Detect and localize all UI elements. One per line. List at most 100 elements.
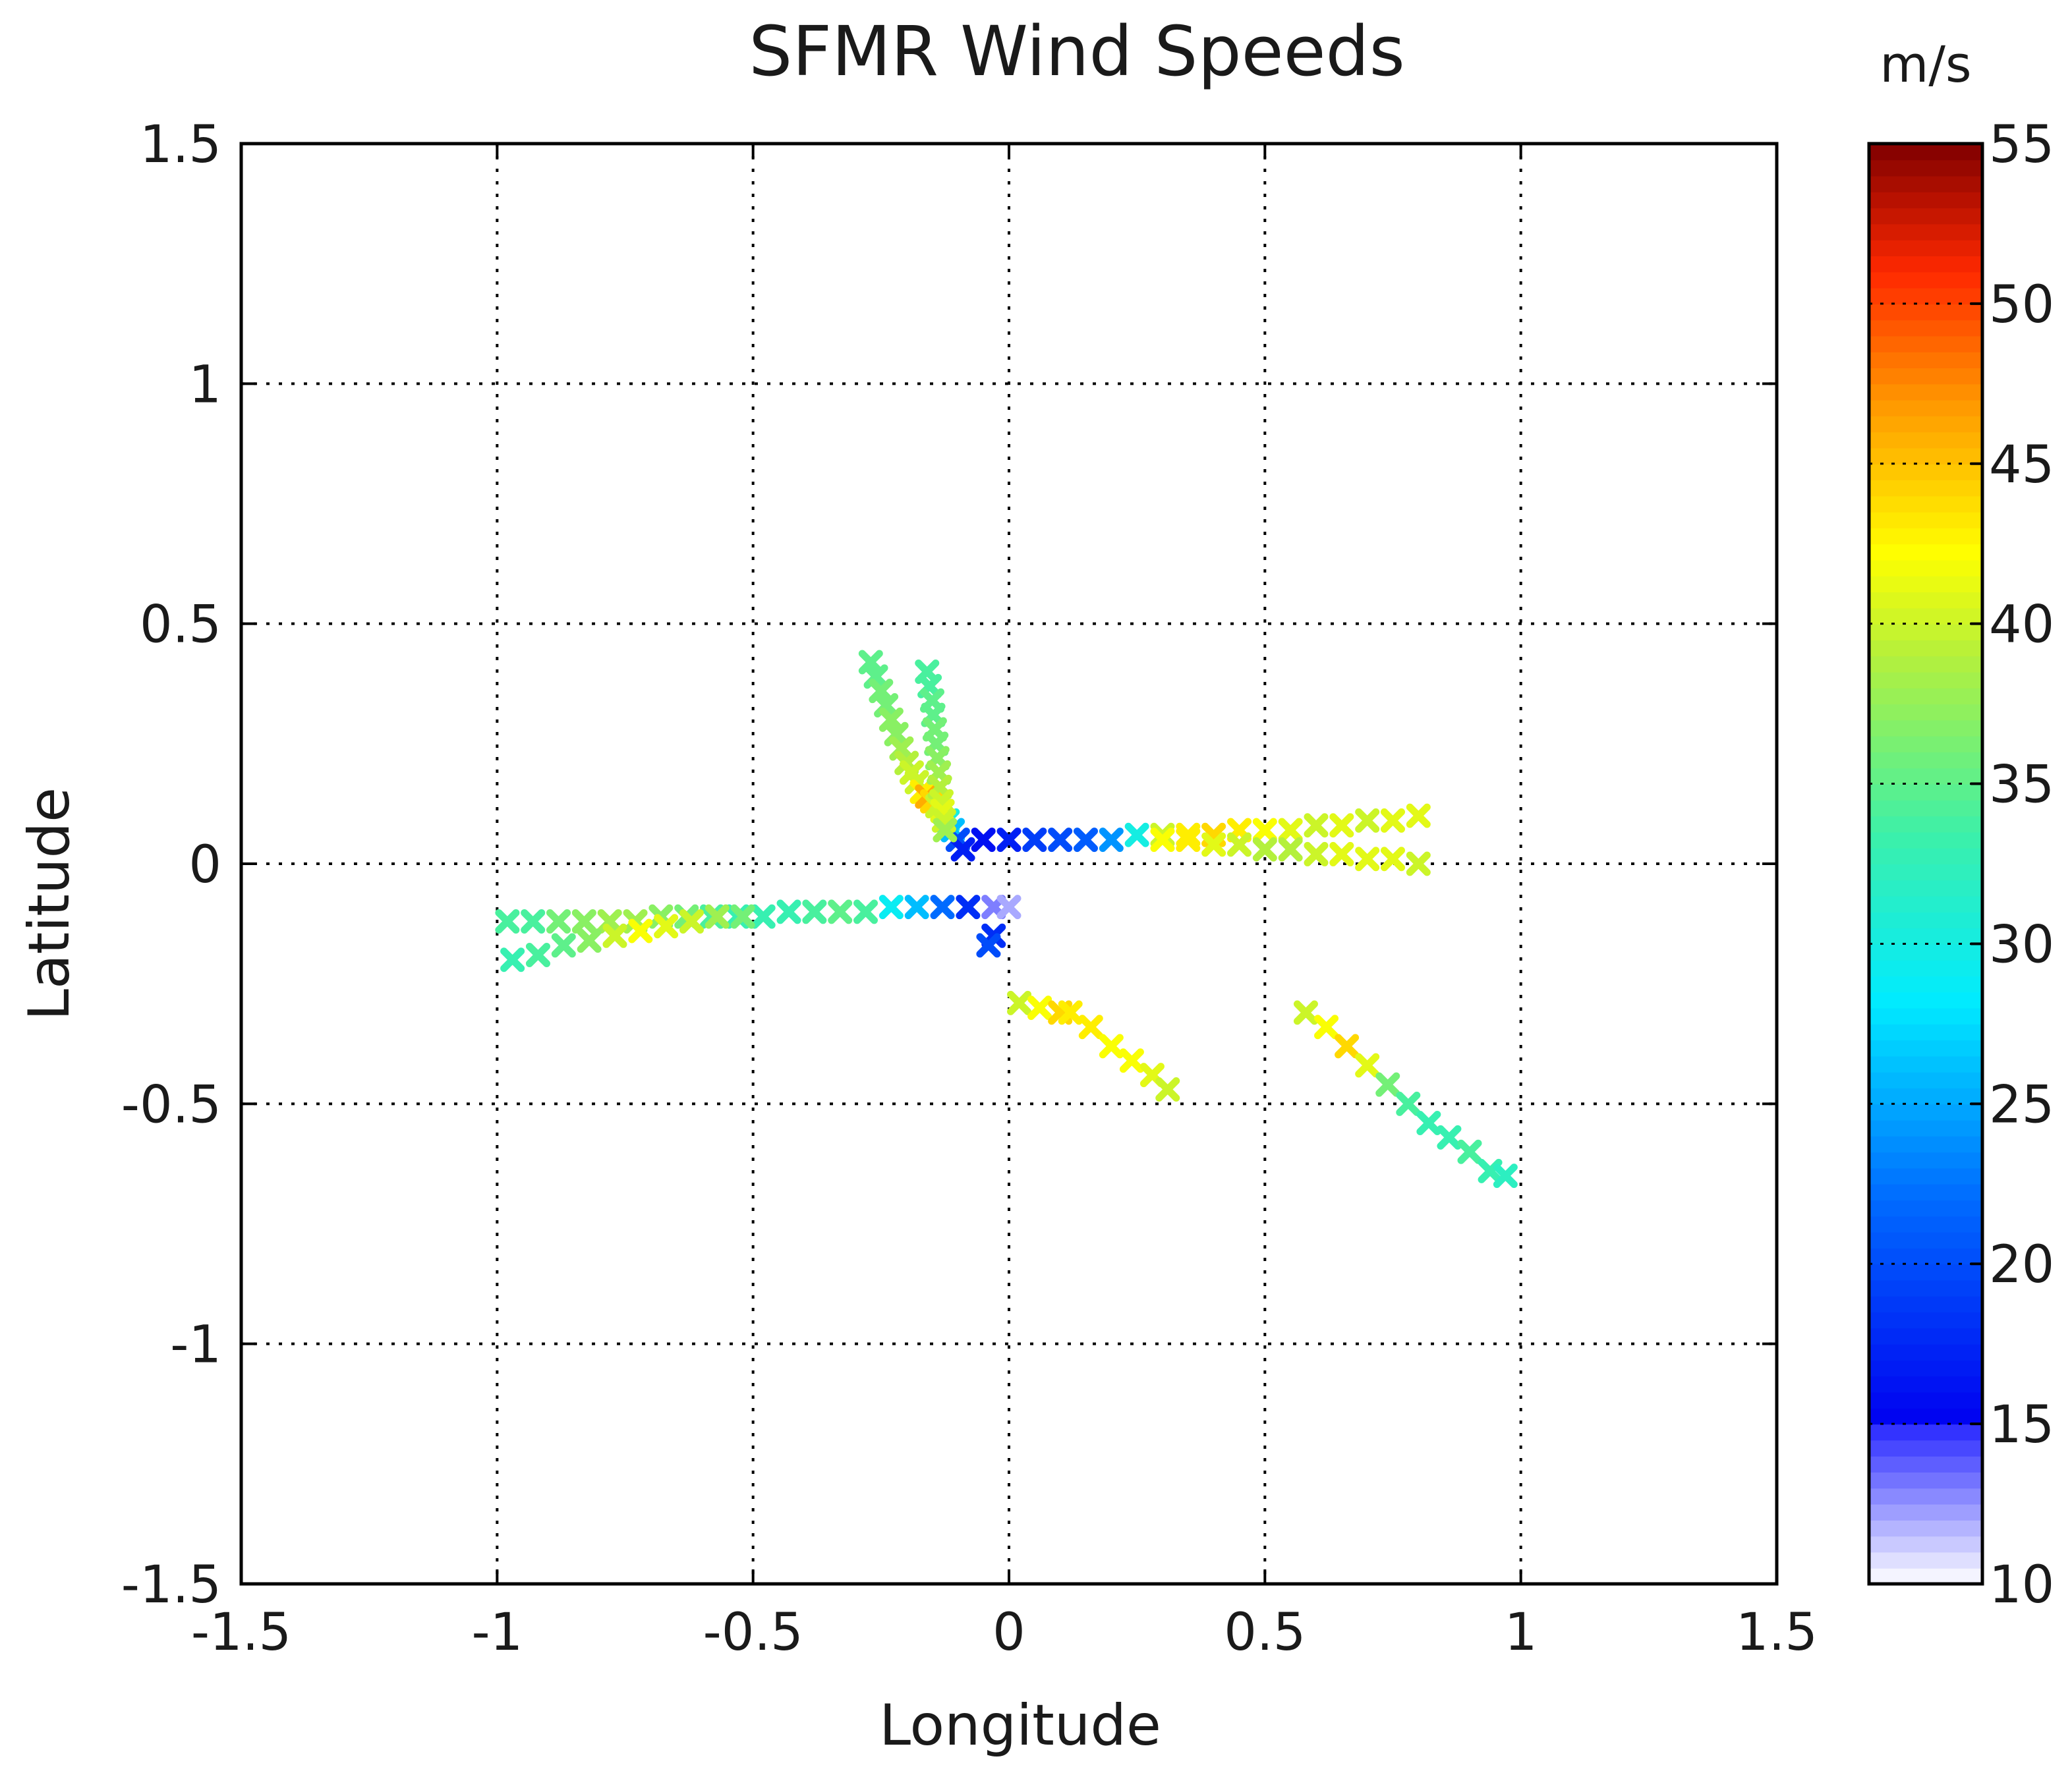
data-point [1201, 832, 1226, 857]
colorbar-segment [1869, 1312, 1982, 1329]
colorbar-segment [1869, 1023, 1982, 1041]
colorbar-segment [1869, 639, 1982, 657]
data-point [1329, 813, 1354, 838]
y-tick-label: 1 [188, 355, 221, 414]
colorbar-segment [1869, 1167, 1982, 1185]
colorbar-segment [1869, 159, 1982, 177]
colorbar-segment [1869, 1471, 1982, 1489]
data-point [853, 899, 878, 924]
data-point [976, 933, 1001, 958]
colorbar-segment [1869, 271, 1982, 289]
colorbar-segment [1869, 592, 1982, 609]
colorbar-segment [1869, 1200, 1982, 1217]
colorbar-segment [1869, 976, 1982, 993]
colorbar-segment [1869, 208, 1982, 225]
data-point [1048, 828, 1073, 853]
x-tick-label: 1 [1505, 1603, 1538, 1662]
colorbar-segment [1869, 847, 1982, 864]
data-point [602, 923, 627, 948]
colorbar-segment [1869, 1343, 1982, 1361]
data-point [776, 899, 801, 924]
data-point [1022, 828, 1047, 853]
colorbar-frame [1867, 142, 1984, 1586]
colorbar-layer: 10 15 20 25 30 35 40 45 50 55 [1869, 115, 2054, 1615]
data-point [1314, 1015, 1339, 1040]
data-point [654, 914, 679, 939]
data-point [1007, 990, 1032, 1015]
colorbar-segment [1869, 799, 1982, 817]
data-point [1150, 828, 1175, 853]
data-point [525, 942, 550, 967]
data-point [1027, 996, 1052, 1021]
colorbar-segment [1869, 368, 1982, 385]
x-tick-label: -1 [471, 1603, 523, 1662]
colorbar-segment [1869, 320, 1982, 337]
colorbar-segment [1869, 768, 1982, 785]
data-point [1278, 818, 1303, 843]
colorbar-segment [1869, 1279, 1982, 1297]
data-point [996, 895, 1022, 920]
axis-layer: -1.5 -1 -0.5 0 0.5 1 1.5 -1.5 -1 -0.5 0 0.5 1 1.5 [121, 115, 1818, 1662]
data-point [956, 895, 981, 920]
data-point [930, 895, 955, 920]
colorbar-segment [1869, 751, 1982, 769]
data-point [971, 828, 996, 853]
x-tick-label: 0.5 [1224, 1603, 1306, 1662]
y-tick-label: -1.5 [121, 1556, 221, 1615]
x-tick-label: 0 [993, 1603, 1025, 1662]
data-point [802, 899, 827, 924]
colorbar-segment [1869, 544, 1982, 561]
data-point [1058, 1000, 1083, 1025]
data-point [828, 899, 853, 924]
data-point [705, 904, 730, 929]
colorbar-label: m/s [1880, 35, 1971, 94]
colorbar-segment [1869, 1328, 1982, 1345]
grid-layer [241, 144, 1777, 1584]
data-point [1416, 1110, 1441, 1135]
colorbar-segment [1869, 575, 1982, 593]
data-point [751, 904, 776, 929]
data-point [1099, 828, 1124, 853]
colorbar-tick-label: 20 [1989, 1235, 2054, 1295]
data-point [1375, 1072, 1400, 1097]
colorbar-tick-label: 25 [1989, 1075, 2054, 1135]
data-point [878, 895, 904, 920]
data-point [679, 909, 704, 934]
colorbar-segment [1869, 495, 1982, 513]
colorbar-segment [1869, 239, 1982, 257]
colorbar-segment [1869, 1567, 1982, 1585]
colorbar-segment [1869, 1295, 1982, 1313]
chart-title: SFMR Wind Speeds [749, 11, 1405, 92]
data-point [1074, 828, 1098, 853]
colorbar-segment [1869, 511, 1982, 528]
colorbar-segment [1869, 671, 1982, 689]
colorbar-segment [1869, 1231, 1982, 1249]
data-point [1099, 1034, 1124, 1059]
colorbar-segment [1869, 1152, 1982, 1169]
colorbar-tick-label: 45 [1989, 436, 2054, 495]
data-point [1293, 1000, 1318, 1025]
data-point [1355, 1053, 1380, 1078]
colorbar-segment [1869, 1183, 1982, 1201]
colorbar-segment [1869, 415, 1982, 433]
series-leg-south-east-short [1007, 990, 1180, 1102]
colorbar-segment [1869, 432, 1982, 449]
series-leg-center [976, 895, 1022, 958]
colorbar-segment [1869, 1504, 1982, 1521]
colorbar-segment [1869, 1119, 1982, 1137]
colorbar-tick-label: 40 [1989, 596, 2054, 655]
colorbar-segment [1869, 783, 1982, 801]
colorbar-segment [1869, 880, 1982, 897]
colorbar-segment [1869, 175, 1982, 192]
colorbar-tick-label: 35 [1989, 756, 2054, 815]
colorbar-segment [1869, 1007, 1982, 1025]
data-point [571, 909, 596, 934]
colorbar-segment [1869, 992, 1982, 1009]
colorbar-tick-label: 50 [1989, 275, 2054, 335]
colorbar-segment [1869, 399, 1982, 416]
y-tick-label: -1 [170, 1316, 221, 1375]
data-point [1335, 1034, 1360, 1059]
colorbar-segment [1869, 1247, 1982, 1265]
x-tick-label: -0.5 [703, 1603, 803, 1662]
